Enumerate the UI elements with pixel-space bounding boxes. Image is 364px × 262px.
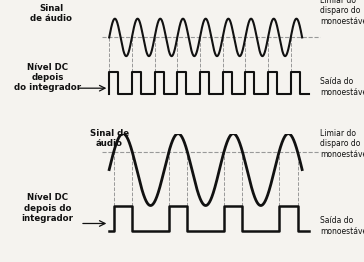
- Text: Saída do
monoestável: Saída do monoestável: [320, 216, 364, 236]
- Text: Sinal
de áudio: Sinal de áudio: [30, 4, 72, 23]
- Text: Nível DC
depois
do integrador: Nível DC depois do integrador: [14, 63, 81, 92]
- Text: Limiar do
disparo do
monoestável: Limiar do disparo do monoestável: [320, 0, 364, 26]
- Text: Saída do
monoestável: Saída do monoestável: [320, 77, 364, 97]
- Text: Nível DC
depois do
integrador: Nível DC depois do integrador: [21, 193, 73, 223]
- Text: Limiar do
disparo do
monoestável: Limiar do disparo do monoestável: [320, 129, 364, 159]
- Text: Sinal de
áudio: Sinal de áudio: [90, 129, 129, 149]
